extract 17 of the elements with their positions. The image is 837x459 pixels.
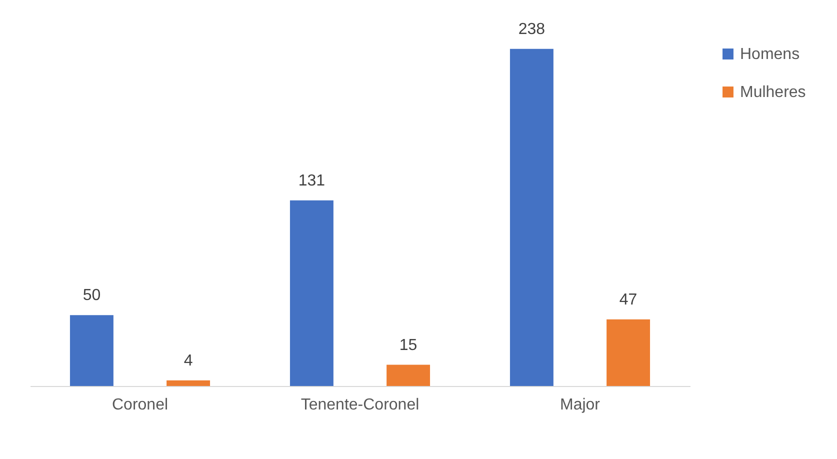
legend-label: Homens [740,46,800,63]
bar [510,48,554,386]
x-tick-label: Major [560,396,601,414]
bar [70,315,114,386]
x-tick-label: Coronel [112,396,168,414]
bar [290,200,334,386]
data-label: 15 [399,336,418,354]
bar [166,380,210,386]
x-tick-label: Tenente-Coronel [300,396,420,414]
bar [606,319,650,386]
data-label: 50 [82,287,101,304]
legend-label: Mulheres [740,84,806,101]
bar [386,364,430,386]
data-label: 131 [298,172,326,190]
data-label: 4 [184,352,193,370]
data-label: 238 [518,20,546,38]
data-label: 47 [619,291,638,308]
